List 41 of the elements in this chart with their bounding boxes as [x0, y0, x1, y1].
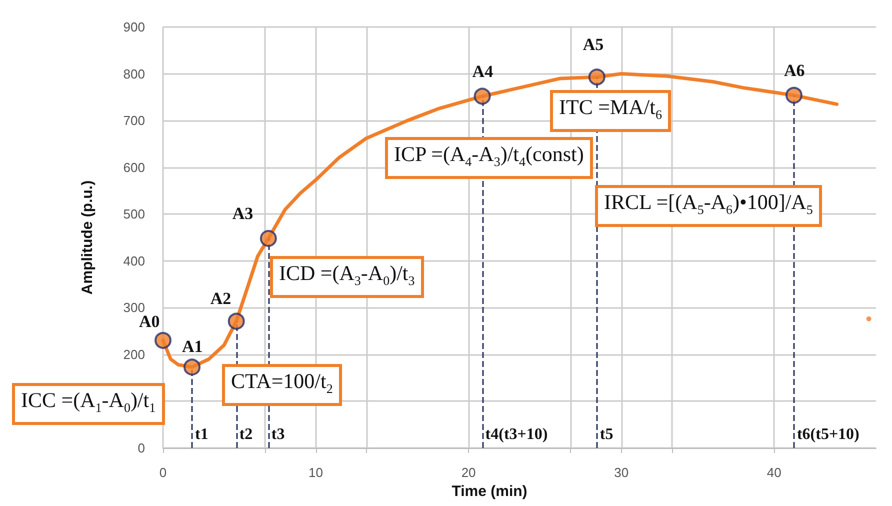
- x-tick-label: 30: [614, 465, 629, 480]
- annotation: IRCL =[(A$_{5}$-A$_{6}$)•100]/A$_{5}$: [595, 185, 822, 228]
- y-tick-label: 500: [123, 206, 145, 222]
- point: [184, 358, 201, 376]
- annotation: ICP =(A$_{4}$-A$_{3}$)/t$_{4}$(const): [385, 137, 593, 180]
- point: [785, 86, 802, 104]
- y-tick-label: 200: [123, 346, 145, 362]
- x-tick-label: 40: [766, 465, 782, 480]
- annotation: A1: [182, 337, 203, 358]
- annotation: A2: [210, 289, 232, 310]
- point: [588, 68, 606, 86]
- ref-line-label: t1: [195, 426, 208, 444]
- x-tick-label: 0: [159, 465, 167, 480]
- ref-line-label: t3: [271, 426, 285, 444]
- annotation: A4: [472, 62, 494, 82]
- ref-line-label: t6(t5+10): [796, 426, 860, 444]
- text: ICC =(A$_{1}$-A$_{0}$)/t$_{1}$: [12, 383, 165, 426]
- ref-line-label: t4(t3+10): [485, 426, 548, 444]
- y-tick-label: 700: [123, 113, 145, 128]
- y-tick-label: 400: [123, 253, 145, 268]
- x-tick-label: 10: [308, 465, 324, 480]
- ref-line-label: t5: [600, 426, 614, 444]
- annotation: ICD =(A$_{3}$-A$_{0}$)/t$_{3}$: [270, 256, 424, 298]
- y-tick-label: 900: [123, 20, 145, 34]
- y-tick-label: 600: [123, 160, 145, 175]
- ref-line-label: t2: [239, 426, 253, 444]
- annotation: A3: [232, 204, 254, 224]
- y-tick-label: 800: [123, 66, 145, 82]
- annotation: CTA=100/t$_{2}$: [222, 364, 342, 406]
- annotation: ITC =MA/t$_{6}$: [550, 90, 671, 132]
- y-axis-title: Amplitude (p.u.): [79, 180, 96, 295]
- annotation: A5: [582, 35, 604, 56]
- annotation: A6: [784, 61, 805, 82]
- y-tick-label: 0: [138, 440, 145, 456]
- point: [260, 230, 277, 247]
- point: [154, 332, 172, 349]
- point: [228, 312, 245, 330]
- x-axis-title: Time (min): [452, 482, 528, 500]
- point: [866, 316, 872, 322]
- point: [474, 88, 491, 105]
- x-tick-label: 20: [461, 465, 476, 480]
